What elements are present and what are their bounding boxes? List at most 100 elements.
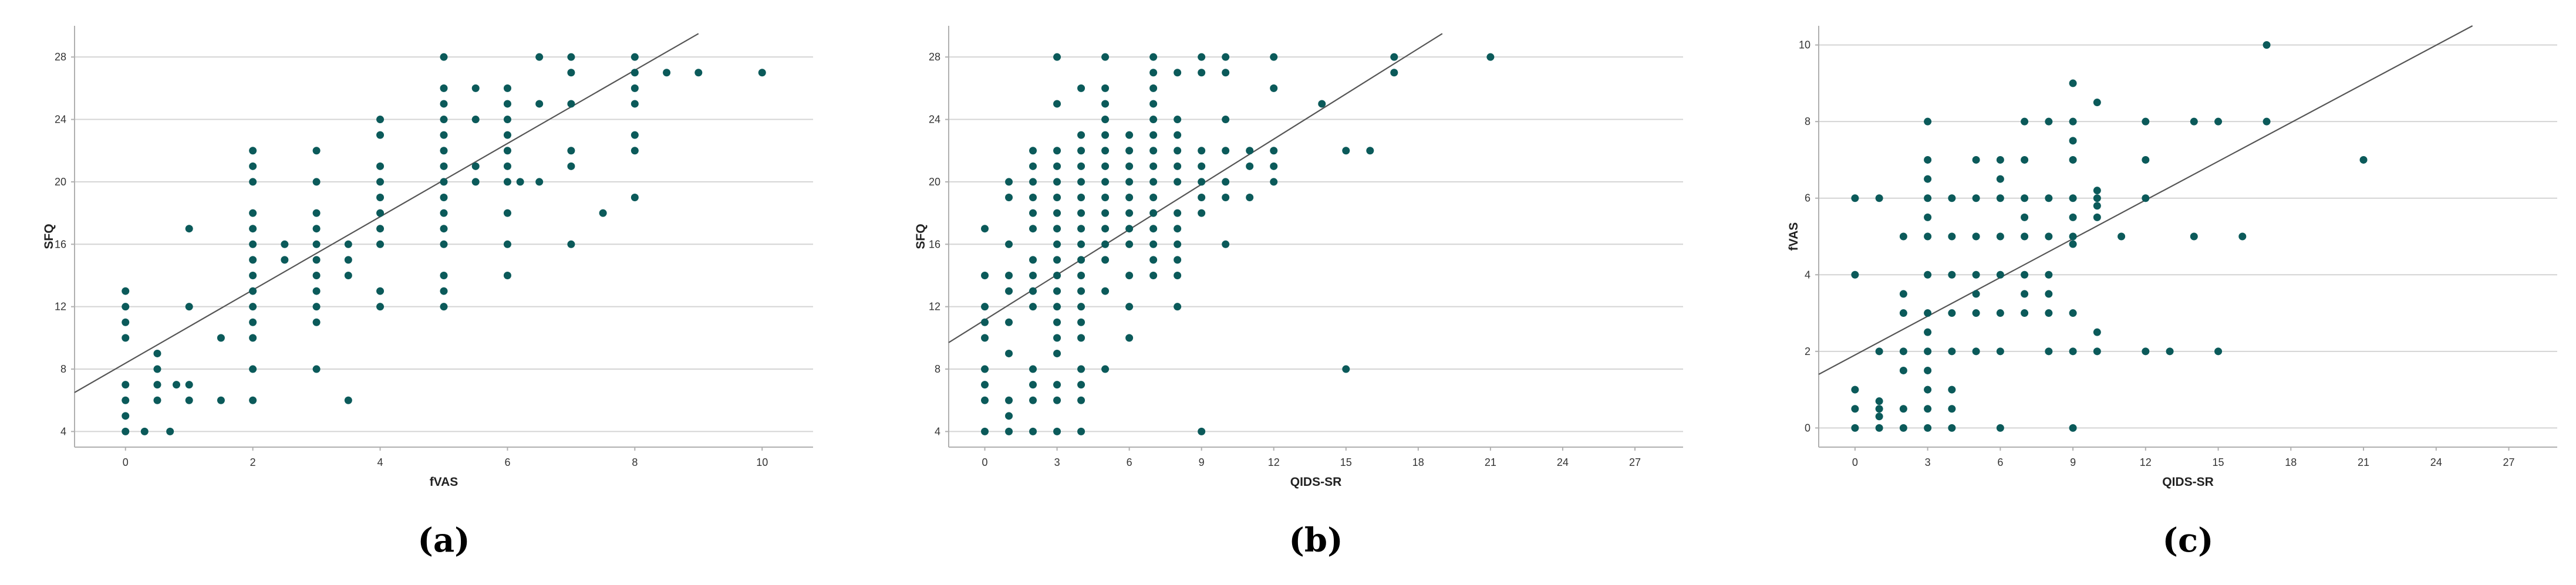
data-point	[1924, 117, 1932, 126]
data-point	[1077, 256, 1085, 264]
data-point	[535, 100, 544, 108]
data-point	[1875, 424, 1883, 432]
data-point	[1948, 424, 1956, 432]
data-point	[440, 131, 448, 139]
data-point	[153, 381, 161, 389]
data-point	[2069, 424, 2077, 432]
data-point	[1029, 427, 1037, 435]
data-point	[1996, 270, 2004, 279]
data-point	[1077, 131, 1085, 139]
data-point	[2214, 347, 2223, 356]
data-point	[1101, 131, 1110, 139]
data-point	[249, 209, 257, 217]
data-point	[249, 303, 257, 311]
data-point	[1924, 424, 1932, 432]
data-point	[1005, 318, 1013, 326]
data-point	[981, 365, 989, 373]
data-point	[2045, 309, 2053, 317]
data-point	[1101, 209, 1110, 217]
y-tick-label: 6	[1805, 192, 1810, 204]
data-point	[1101, 147, 1110, 155]
data-point	[2021, 232, 2029, 241]
data-point	[1222, 69, 1230, 77]
data-point	[471, 84, 480, 92]
data-point	[1899, 405, 1907, 413]
data-point	[1174, 178, 1182, 186]
data-point	[376, 116, 385, 124]
data-point	[516, 178, 524, 186]
data-point	[2093, 99, 2101, 107]
data-point	[2190, 117, 2198, 126]
data-point	[1101, 256, 1110, 264]
data-point	[1077, 334, 1085, 342]
x-tick-label: 9	[2070, 456, 2076, 468]
data-point	[567, 147, 575, 155]
x-tick-label: 24	[1557, 456, 1569, 468]
data-point	[217, 334, 225, 342]
data-point	[249, 147, 257, 155]
y-tick-label: 8	[935, 363, 940, 375]
data-point	[1077, 427, 1085, 435]
data-point	[1149, 209, 1158, 217]
data-point	[1029, 271, 1037, 279]
data-point	[2045, 290, 2053, 298]
data-point	[1924, 328, 1932, 336]
data-point	[1342, 147, 1350, 155]
data-point	[1198, 147, 1206, 155]
data-point	[663, 69, 671, 77]
data-point	[1851, 386, 1859, 394]
data-point	[2021, 309, 2029, 317]
data-point	[1125, 147, 1134, 155]
data-point	[249, 178, 257, 186]
data-point	[1972, 270, 1980, 279]
x-tick-label: 6	[1997, 456, 2003, 468]
data-point	[1924, 270, 1932, 279]
data-point	[981, 381, 989, 389]
data-point	[1005, 427, 1013, 435]
data-point	[312, 225, 321, 233]
data-point	[1005, 240, 1013, 248]
data-point	[1851, 405, 1859, 413]
data-point	[249, 334, 257, 342]
data-point	[2045, 194, 2053, 202]
data-point	[503, 178, 511, 186]
data-point	[376, 225, 385, 233]
data-point	[1101, 287, 1110, 295]
data-point	[599, 209, 607, 217]
data-point	[2021, 117, 2029, 126]
x-tick-label: 0	[123, 456, 129, 468]
data-point	[1053, 100, 1061, 108]
data-point	[1996, 155, 2004, 164]
data-point	[1996, 194, 2004, 202]
data-point	[376, 209, 385, 217]
data-point	[1270, 178, 1278, 186]
data-point	[2021, 194, 2029, 202]
data-point	[312, 303, 321, 311]
data-point	[122, 334, 130, 342]
data-point	[1077, 303, 1085, 311]
data-point	[1198, 427, 1206, 435]
data-point	[1198, 209, 1206, 217]
y-tick-label: 16	[55, 238, 66, 250]
data-point	[1948, 194, 1956, 202]
data-point	[1174, 271, 1182, 279]
data-point	[1198, 178, 1206, 186]
y-tick-label: 24	[929, 114, 940, 126]
data-point	[2069, 117, 2077, 126]
data-point	[1875, 412, 1883, 421]
y-tick-label: 24	[55, 114, 66, 126]
data-point	[2069, 213, 2077, 221]
data-point	[2045, 270, 2053, 279]
x-axis-title: fVAS	[430, 475, 458, 489]
data-point	[1972, 155, 1980, 164]
data-point	[249, 271, 257, 279]
data-point	[1924, 194, 1932, 202]
data-point	[153, 365, 161, 373]
data-point	[1125, 240, 1134, 248]
data-point	[1924, 309, 1932, 317]
data-point	[1125, 178, 1134, 186]
y-tick-label: 0	[1805, 422, 1810, 434]
data-point	[1899, 232, 1907, 241]
data-point	[1174, 116, 1182, 124]
data-point	[1972, 232, 1980, 241]
